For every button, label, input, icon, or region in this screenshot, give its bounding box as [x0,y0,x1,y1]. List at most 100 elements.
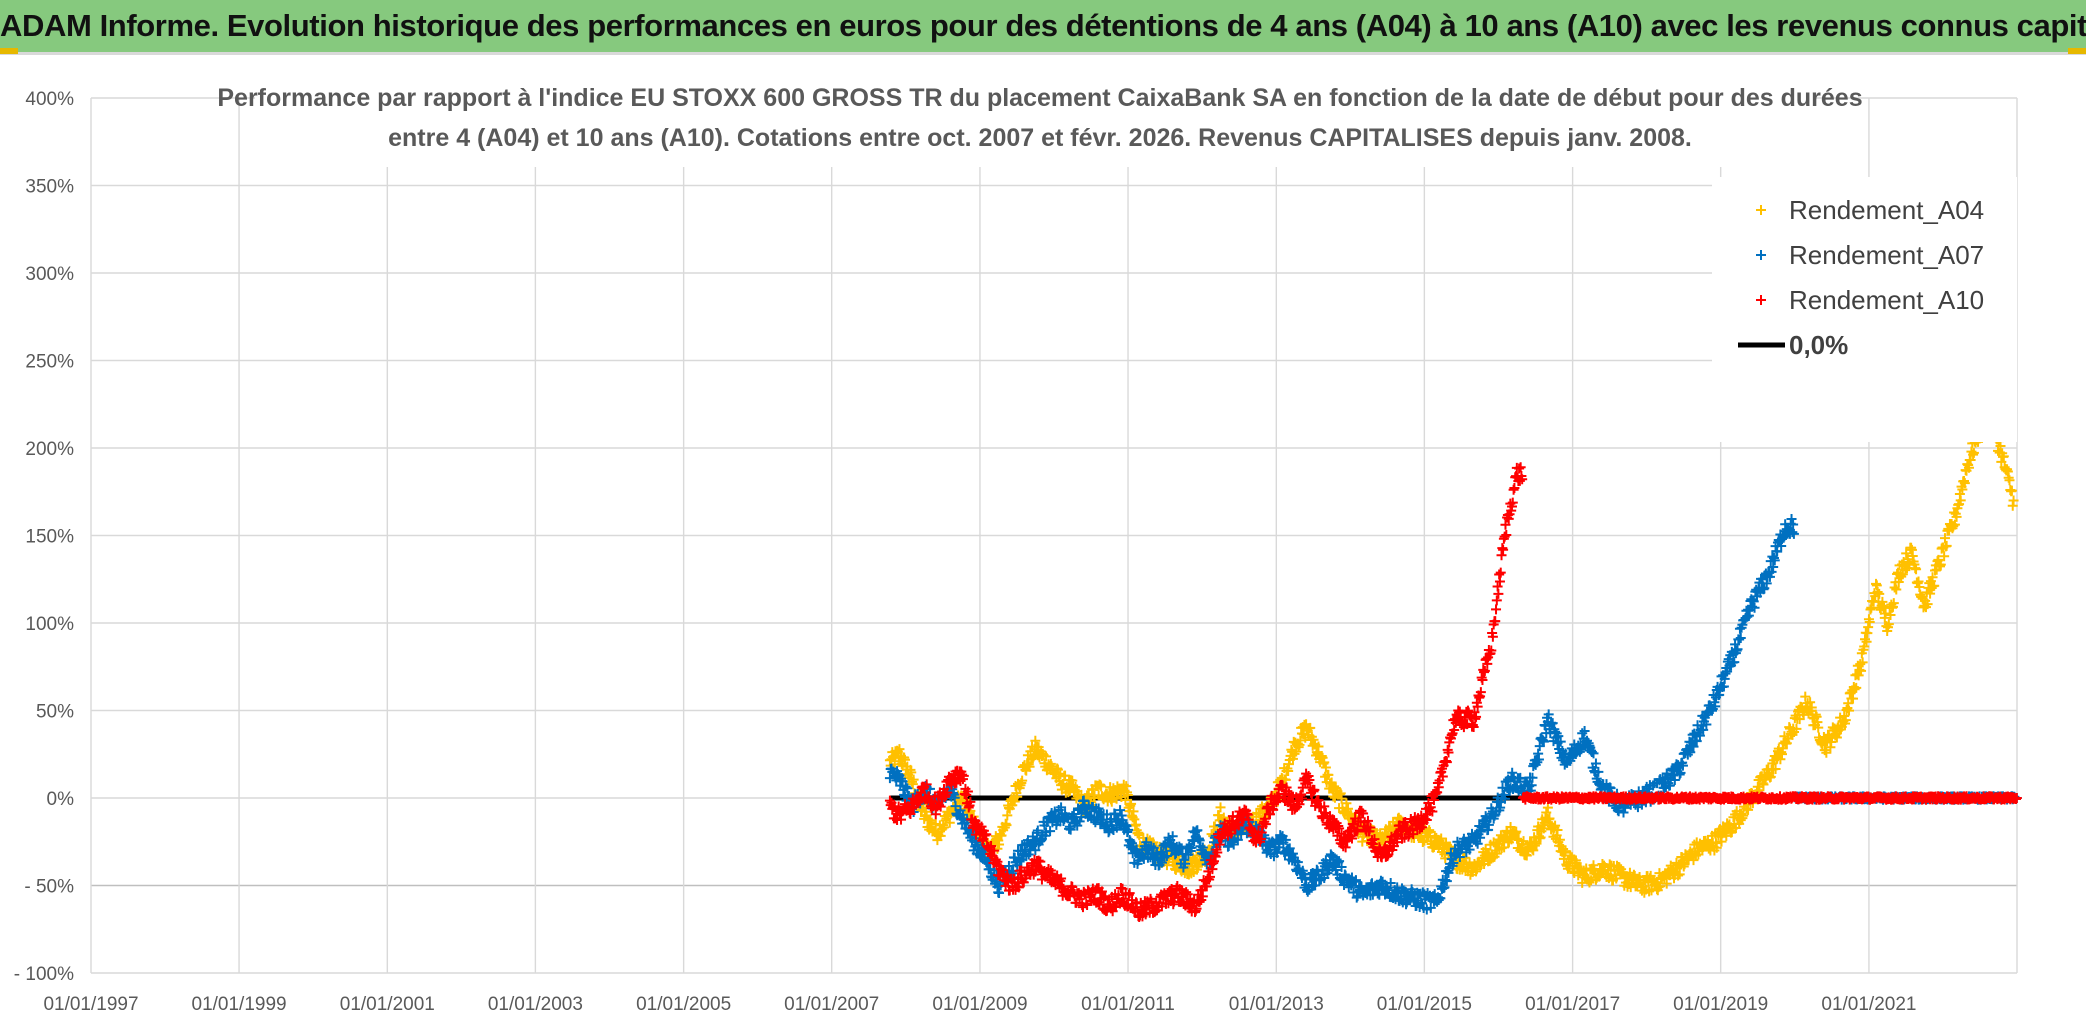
series-point-marker [1590,758,1601,769]
x-axis-ticks: 01/01/1997 01/01/1999 01/01/2001 01/01/2003… [43,994,1916,1015]
series-point-marker [1030,735,1041,746]
series-point-marker [934,800,945,811]
y-tick-label: 50% [36,702,74,723]
series-point-marker [1180,858,1191,869]
legend-entry-rendement-a10: Rendement_A10 [1756,285,1984,315]
series-point-marker [1949,519,1960,530]
series-point-marker [1305,722,1316,733]
series-rendement-a10 [884,462,2022,923]
x-tick-label: 01/01/2015 [1377,994,1472,1015]
series-point-marker [905,809,916,820]
series-point-marker [958,770,969,781]
series-point-marker [962,786,973,797]
series-point-marker [1491,604,1502,615]
series-point-marker [1948,521,1959,532]
series-point-marker [1336,861,1347,872]
banner-corner-right [2068,48,2086,54]
series-point-marker [1772,546,1783,557]
series-point-marker [1499,842,1510,853]
series-point-marker [1518,836,1529,847]
y-tick-label: 400% [25,89,74,110]
series-point-marker [1770,763,1781,774]
series-point-marker [1791,723,1802,734]
series-point-marker [1167,831,1178,842]
series-point-marker [1800,691,1811,702]
series-point-marker [1555,736,1566,747]
series-point-marker [915,795,926,806]
y-tick-label: 200% [25,439,74,460]
series-point-marker [1232,834,1243,845]
series-point-marker [1041,751,1052,762]
series-point-marker [1045,826,1056,837]
series-point-marker [1126,838,1137,849]
series-point-marker [1880,608,1891,619]
series-point-marker [1758,779,1769,790]
series-point-marker [1620,802,1631,813]
series-point-marker [1735,632,1746,643]
series-point-marker [1435,893,1446,904]
x-tick-label: 01/01/2001 [340,994,435,1015]
series-point-marker [1844,705,1855,716]
series-point-marker [1922,599,1933,610]
series-point-marker [1126,798,1137,809]
series-point-marker [1688,741,1699,752]
series-point-marker [900,781,911,792]
series-point-marker [930,809,941,820]
series-point-marker [1577,728,1588,739]
chart-title-group: Performance par rapport à l'indice EU ST… [217,67,1863,167]
series-point-marker [1874,588,1885,599]
x-tick-label: 01/01/2003 [488,994,583,1015]
x-tick-label: 01/01/2009 [932,994,1027,1015]
series-point-marker [907,803,918,814]
series-point-marker [944,817,955,828]
series-point-marker [1872,587,1883,598]
series-point-marker [1685,747,1696,758]
series-point-marker [1334,856,1345,867]
series-point-marker [1951,511,1962,522]
series-point-marker [1893,577,1904,588]
series-point-marker [1330,865,1341,876]
chart-legend: Rendement_A04 Rendement_A07 Rendement_A10 0… [1712,177,2017,442]
series-point-marker [1517,844,1528,855]
series-point-marker [908,774,919,785]
y-tick-label: 350% [25,177,74,198]
series-point-marker [1766,566,1777,577]
series-point-marker [2004,475,2015,486]
series-point-marker [1891,584,1902,595]
series-point-marker [1613,806,1624,817]
series-point-marker [1768,561,1779,572]
series-point-marker [1320,762,1331,773]
series-point-marker [1161,851,1172,862]
report-banner: ADAM Informe. Evolution historique des p… [0,0,2086,55]
series-point-marker [1115,805,1126,816]
legend-label: Rendement_A10 [1789,285,1984,315]
series-point-marker [1806,702,1817,713]
series-point-marker [1547,718,1558,729]
series-point-marker [1527,772,1538,783]
series-point-marker [996,830,1007,841]
series-point-marker [1441,876,1452,887]
series-point-marker [935,801,946,812]
series-point-marker [1896,571,1907,582]
series-point-marker [1122,790,1133,801]
series-point-marker [1002,810,1013,821]
series-point-marker [994,888,1005,899]
series-point-marker [1669,774,1680,785]
series-point-marker [1542,802,1553,813]
series-point-marker [1821,747,1832,758]
series-point-marker [1661,878,1672,889]
series-point-marker [1533,754,1544,765]
series-point-marker [1065,824,1076,835]
x-tick-label: 01/01/2013 [1229,994,1324,1015]
y-tick-label: 300% [25,264,74,285]
series-point-marker [1998,451,2009,462]
series-point-marker [1584,877,1595,888]
series-point-marker [1675,767,1686,778]
chart-series [884,408,2022,923]
series-point-marker [1477,674,1488,685]
x-tick-label: 01/01/1999 [192,994,287,1015]
series-point-marker [1701,719,1712,730]
y-tick-label: 250% [25,352,74,373]
series-point-marker [1813,722,1824,733]
series-point-marker [1734,634,1745,645]
